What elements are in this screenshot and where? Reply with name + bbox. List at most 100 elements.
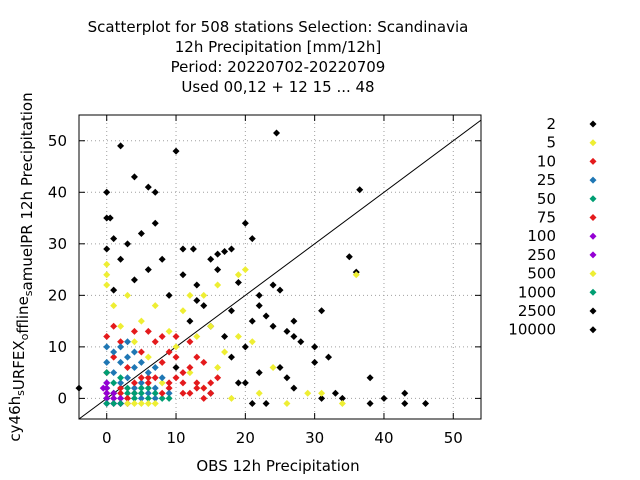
legend-marker — [589, 270, 597, 278]
data-point-series-2 — [248, 400, 256, 408]
data-point-series-2 — [144, 183, 152, 191]
data-point-series-75 — [124, 394, 132, 402]
data-point-series-2 — [130, 173, 138, 181]
data-point-series-25 — [137, 358, 145, 366]
data-point-series-2 — [276, 286, 284, 294]
legend-label: 1000 — [518, 283, 556, 301]
x-tick-label: 20 — [236, 429, 255, 447]
legend-label: 2500 — [518, 302, 556, 320]
data-point-series-100 — [110, 389, 118, 397]
data-point-series-10 — [158, 358, 166, 366]
data-point-series-10 — [186, 363, 194, 371]
legend-label: 75 — [537, 209, 556, 227]
y-axis-label-part: amuelPR 12h Precipitation — [18, 92, 36, 290]
data-point-series-25 — [117, 379, 125, 387]
legend-label: 5 — [546, 134, 556, 152]
axis-ticks: 0 10 20 30 40 50 0 10 20 30 40 50 — [48, 115, 481, 447]
data-point-series-2 — [165, 291, 173, 299]
data-point-series-2 — [227, 307, 235, 315]
data-point-series-5 — [214, 363, 222, 371]
data-point-series-2 — [172, 363, 180, 371]
data-point-series-5 — [144, 353, 152, 361]
data-point-series-50 — [124, 384, 132, 392]
data-point-series-2 — [110, 286, 118, 294]
data-point-series-250 — [103, 394, 111, 402]
y-axis-label: cy46hsURFEXofflinesamuelPR 12h Precipita… — [6, 92, 36, 441]
data-point-series-2 — [227, 353, 235, 361]
data-point-series-5 — [304, 389, 312, 397]
data-point-series-25 — [124, 374, 132, 382]
data-point-series-5 — [186, 369, 194, 377]
data-point-series-50 — [151, 389, 159, 397]
data-point-series-2 — [318, 307, 326, 315]
data-point-series-5 — [103, 260, 111, 268]
data-point-series-2 — [290, 317, 298, 325]
data-point-series-1000 — [117, 400, 125, 408]
data-point-series-5 — [207, 322, 215, 330]
x-tick-label: 50 — [444, 429, 463, 447]
y-axis-label-part: s — [22, 290, 35, 296]
data-point-series-10 — [158, 333, 166, 341]
data-point-series-10 — [200, 358, 208, 366]
data-point-series-2 — [269, 281, 277, 289]
data-point-series-2 — [338, 394, 346, 402]
legend-marker — [589, 326, 597, 334]
data-point-series-2 — [117, 142, 125, 150]
legend-marker — [589, 232, 597, 240]
data-point-series-50 — [137, 384, 145, 392]
data-point-series-50 — [158, 394, 166, 402]
data-point-series-10 — [165, 348, 173, 356]
data-point-series-75 — [200, 394, 208, 402]
data-point-series-2 — [262, 400, 270, 408]
data-point-series-2 — [241, 379, 249, 387]
data-point-series-25 — [124, 353, 132, 361]
data-point-series-10 — [137, 348, 145, 356]
data-point-series-75 — [207, 379, 215, 387]
data-point-series-5 — [269, 363, 277, 371]
data-point-series-2 — [234, 278, 242, 286]
data-point-series-10 — [144, 327, 152, 335]
data-point-series-2 — [158, 255, 166, 263]
data-point-series-75 — [179, 379, 187, 387]
data-point-series-5 — [221, 348, 229, 356]
data-point-series-2 — [227, 245, 235, 253]
plot-frame — [78, 114, 482, 420]
data-point-series-75 — [151, 374, 159, 382]
data-point-series-2 — [137, 230, 145, 238]
data-point-series-5 — [130, 338, 138, 346]
data-point-series-2 — [214, 266, 222, 274]
data-point-series-75 — [130, 379, 138, 387]
data-point-series-2 — [283, 327, 291, 335]
data-point-series-2 — [297, 338, 305, 346]
legend-marker — [589, 139, 597, 147]
data-point-series-100 — [110, 394, 118, 402]
data-point-series-5 — [172, 343, 180, 351]
data-point-series-500 — [130, 400, 138, 408]
legend-marker — [589, 157, 597, 165]
data-point-series-500 — [151, 400, 159, 408]
data-point-series-2 — [318, 394, 326, 402]
data-point-series-2 — [422, 400, 430, 408]
y-axis-label-part: o — [18, 333, 31, 340]
data-point-series-5 — [179, 307, 187, 315]
data-point-series-10 — [110, 322, 118, 330]
data-point-series-5 — [318, 389, 326, 397]
legend-label: 10000 — [508, 321, 556, 339]
data-point-series-25 — [117, 358, 125, 366]
data-point-series-10 — [103, 333, 111, 341]
data-point-series-2 — [221, 333, 229, 341]
y-axis-label-part: cy46h — [6, 396, 24, 442]
data-point-series-10 — [117, 338, 125, 346]
data-point-series-2 — [366, 400, 374, 408]
legend-marker — [589, 120, 597, 128]
data-point-series-50 — [130, 394, 138, 402]
data-point-series-5 — [103, 281, 111, 289]
data-point-series-2 — [193, 296, 201, 304]
data-point-series-2 — [103, 188, 111, 196]
legend-label: 250 — [527, 246, 556, 264]
data-point-series-1000 — [103, 400, 111, 408]
data-point-series-2 — [311, 358, 319, 366]
data-point-series-10 — [124, 363, 132, 371]
data-point-series-25 — [130, 363, 138, 371]
data-point-series-50 — [124, 389, 132, 397]
